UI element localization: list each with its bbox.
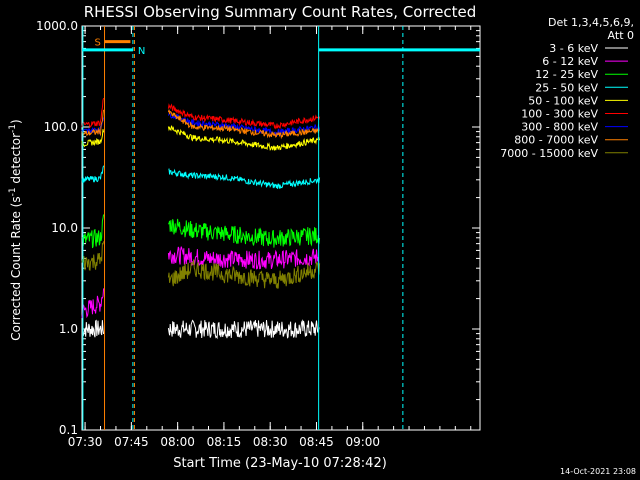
legend-entry-label: 3 - 6 keV [549, 42, 598, 55]
series-line [81, 109, 105, 137]
legend-header-detectors: Det 1,3,4,5,6,9, [548, 16, 634, 29]
legend-entry-label: 25 - 50 keV [535, 81, 598, 94]
x-tick-label: 08:00 [160, 435, 195, 449]
chart-flags: SN [82, 26, 480, 430]
x-tick-label: 07:45 [114, 435, 149, 449]
chart-axes: 0.1 1.0 10.0 100.0 1000.0 07:30 07:45 08:00 08:1… [36, 19, 481, 449]
legend-entry-label: 800 - 7000 keV [514, 134, 598, 147]
x-tick-label: 07:30 [68, 435, 103, 449]
chart-series [81, 97, 321, 340]
series-line [167, 218, 321, 248]
y-axis-label-mid: detector [9, 133, 23, 188]
legend-entry-label: 300 - 800 keV [521, 121, 598, 134]
legend-entry-label: 7000 - 15000 keV [500, 147, 598, 160]
series-line [167, 259, 321, 290]
x-tick-label: 08:30 [253, 435, 288, 449]
y-tick-label: 100.0 [44, 120, 78, 134]
series-line [81, 214, 105, 249]
series-line [81, 288, 105, 319]
series-line [81, 117, 105, 135]
series-line [81, 319, 105, 338]
legend-entry-label: 50 - 100 keV [528, 94, 598, 107]
series-line [167, 125, 321, 151]
flag-label: S [95, 38, 101, 49]
x-tick-label: 08:15 [207, 435, 242, 449]
y-axis-label-main: Corrected Count Rate (s [9, 196, 23, 340]
y-axis-label-end: ) [9, 119, 23, 124]
series-line [81, 241, 105, 271]
y-axis-label-sup2: -1 [8, 124, 18, 133]
series-line [168, 168, 321, 189]
series-line [167, 109, 320, 140]
legend-header-attenuator: Att 0 [608, 29, 634, 42]
legend-entry-label: 12 - 25 keV [535, 68, 598, 81]
flag-label: N [138, 46, 145, 57]
y-tick-label: 0.1 [59, 423, 78, 437]
series-line [167, 319, 320, 340]
series-line [81, 97, 105, 129]
series-line [81, 165, 105, 183]
x-axis-label: Start Time (23-May-10 07:28:42) [173, 456, 387, 471]
x-tick-label: 09:00 [345, 435, 380, 449]
legend-entry-label: 100 - 300 keV [521, 108, 598, 121]
series-line [81, 129, 105, 148]
y-axis-label-sup1: -1 [8, 187, 18, 196]
chart-title: RHESSI Observing Summary Count Rates, Co… [84, 3, 477, 21]
x-tick-label: 08:45 [299, 435, 334, 449]
legend-entry-label: 6 - 12 keV [542, 55, 598, 68]
series-line [167, 103, 321, 130]
y-tick-label: 10.0 [51, 221, 78, 235]
y-axis-label: Corrected Count Rate (s-1 detector-1) [8, 119, 23, 340]
y-tick-label: 1.0 [59, 322, 78, 336]
y-tick-label: 1000.0 [36, 19, 78, 33]
footer-timestamp: 14-Oct-2021 23:08 [560, 467, 636, 476]
